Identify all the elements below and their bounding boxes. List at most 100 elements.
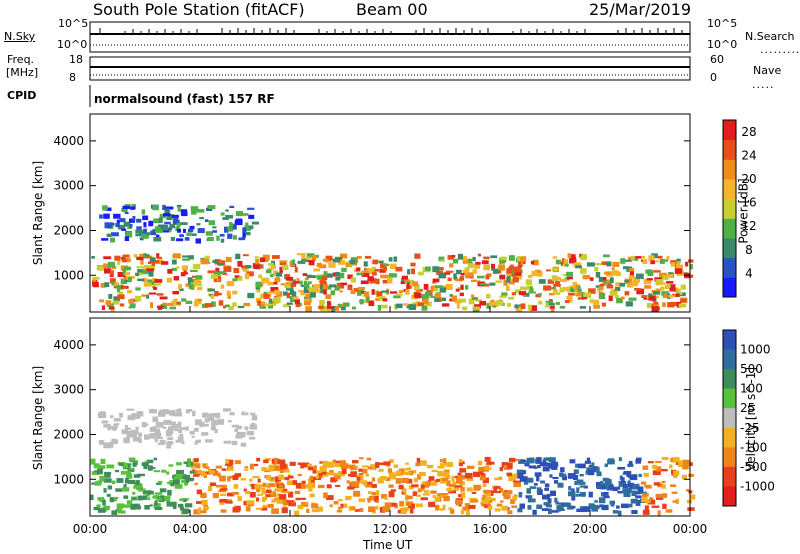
- heatmap-cell: [279, 469, 284, 473]
- heatmap-cell: [343, 302, 350, 307]
- heatmap-cell: [237, 305, 245, 309]
- heatmap-cell: [190, 466, 196, 469]
- heatmap-cell: [249, 492, 256, 498]
- heatmap-cell: [582, 506, 590, 512]
- heatmap-cell: [645, 484, 652, 489]
- heatmap-cell: [188, 284, 194, 289]
- heatmap-cell: [509, 255, 515, 261]
- heatmap-cell: [446, 487, 453, 492]
- heatmap-cell: [124, 504, 131, 508]
- heatmap-cell: [416, 494, 421, 497]
- colorbar-swatch: [723, 369, 736, 390]
- heatmap-cell: [623, 491, 631, 497]
- heatmap-cell: [412, 281, 418, 287]
- heatmap-cell: [555, 501, 559, 505]
- heatmap-cell: [257, 301, 266, 304]
- heatmap-cell: [272, 255, 280, 259]
- heatmap-cell: [116, 423, 120, 426]
- heatmap-cell: [143, 222, 147, 228]
- x-tick-label: 12:00: [373, 522, 408, 536]
- heatmap-cell: [214, 429, 218, 434]
- x-tick-label: 00:00: [673, 522, 708, 536]
- heatmap-cell: [142, 268, 150, 275]
- heatmap-cell: [556, 505, 564, 511]
- heatmap-cell: [199, 422, 203, 428]
- heatmap-cell: [204, 418, 209, 423]
- heatmap-cell: [428, 501, 436, 508]
- heatmap-cell: [655, 260, 659, 263]
- heatmap-cell: [639, 491, 647, 494]
- heatmap-cell: [263, 459, 269, 464]
- heatmap-cell: [291, 291, 297, 297]
- heatmap-cell: [525, 279, 532, 285]
- nsky-series: [90, 28, 690, 46]
- heatmap-cell: [167, 269, 173, 274]
- heatmap-cell: [183, 474, 191, 479]
- heatmap-cell: [319, 299, 325, 306]
- heatmap-cell: [117, 287, 121, 293]
- heatmap-cell: [365, 484, 372, 488]
- heatmap-cell: [267, 503, 274, 508]
- heatmap-cell: [465, 285, 469, 290]
- heatmap-cell: [243, 500, 248, 506]
- heatmap-cell: [533, 483, 538, 486]
- heatmap-cell: [425, 301, 432, 307]
- heatmap-cell: [158, 480, 163, 484]
- heatmap-cell: [142, 277, 148, 283]
- heatmap-cell: [612, 510, 619, 514]
- heatmap-cell: [642, 509, 650, 515]
- heatmap-cell: [378, 296, 386, 301]
- colorbar-swatch: [723, 408, 736, 429]
- heatmap-cell: [157, 224, 166, 230]
- heatmap-cell: [149, 257, 156, 263]
- heatmap-cell: [337, 260, 346, 265]
- heatmap-cell: [443, 471, 450, 477]
- heatmap-cell: [441, 493, 449, 496]
- colorbar-swatch: [723, 427, 736, 448]
- heatmap-cell: [103, 213, 110, 219]
- heatmap-cell: [346, 480, 350, 484]
- heatmap-cell: [685, 261, 689, 267]
- y-tick-label: 3000: [53, 179, 84, 193]
- heatmap-cell: [404, 279, 410, 283]
- heatmap-cell: [576, 291, 583, 297]
- heatmap-cell: [123, 266, 131, 271]
- heatmap-cell: [475, 261, 481, 265]
- heatmap-cell: [144, 254, 150, 257]
- heatmap-cell: [191, 435, 195, 438]
- heatmap-cell: [149, 409, 157, 414]
- heatmap-cell: [207, 237, 214, 242]
- heatmap-cell: [194, 482, 198, 486]
- heatmap-cell: [222, 217, 229, 220]
- heatmap-cell: [470, 499, 479, 503]
- heatmap-cell: [652, 470, 661, 476]
- heatmap-cell: [335, 276, 341, 281]
- heatmap-cell: [664, 293, 669, 297]
- heatmap-cell: [308, 259, 315, 266]
- heatmap-cell: [240, 213, 249, 216]
- heatmap-cell: [335, 475, 341, 480]
- heatmap-cell: [456, 269, 462, 275]
- heatmap-cell: [388, 472, 395, 478]
- heatmap-cell: [635, 499, 641, 506]
- heatmap-cell: [209, 482, 217, 486]
- heatmap-cell: [149, 504, 153, 507]
- heatmap-cell: [680, 298, 688, 303]
- heatmap-cell: [303, 298, 310, 301]
- heatmap-cell: [375, 490, 380, 496]
- heatmap-cell: [252, 463, 259, 467]
- heatmap-cell: [595, 272, 601, 278]
- heatmap-cell: [235, 434, 243, 439]
- heatmap-cell: [237, 496, 242, 502]
- heatmap-cell: [665, 509, 673, 513]
- heatmap-cell: [425, 266, 431, 271]
- heatmap-cell: [612, 261, 620, 267]
- heatmap-cell: [340, 504, 344, 508]
- heatmap-cell: [216, 292, 222, 296]
- heatmap-cell: [631, 510, 638, 514]
- heatmap-cell: [262, 491, 266, 495]
- heatmap-cell: [538, 300, 543, 305]
- heatmap-cell: [103, 505, 111, 510]
- heatmap-cell: [152, 285, 156, 288]
